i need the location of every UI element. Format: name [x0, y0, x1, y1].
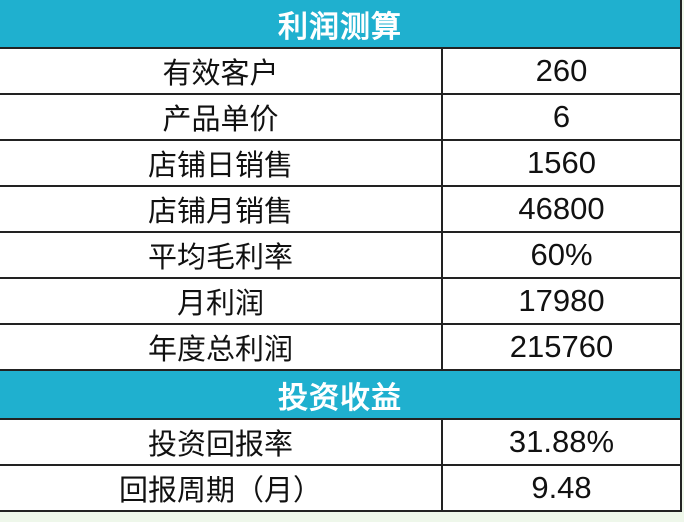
profit-table: 利润测算 有效客户 260 产品单价 6 店铺日销售 1560 店铺月销售 46800 … — [0, 0, 682, 512]
row-value: 46800 — [518, 191, 605, 226]
table-row: 回报周期（月） 9.48 — [0, 466, 680, 512]
row-value: 1560 — [527, 145, 596, 180]
row-label: 回报周期（月） — [0, 466, 443, 510]
row-value: 6 — [552, 99, 571, 134]
row-value: 31.88% — [508, 424, 615, 459]
table-row: 店铺日销售 1560 — [0, 141, 680, 187]
row-label: 店铺月销售 — [0, 187, 443, 231]
table-row: 投资回报率 31.88% — [0, 420, 680, 466]
row-value: 17980 — [518, 283, 605, 318]
section-header-investment: 投资收益 — [0, 371, 680, 420]
section-header-profit: 利润测算 — [0, 0, 680, 49]
row-label: 产品单价 — [0, 95, 443, 139]
row-value: 60% — [530, 237, 593, 272]
table-row: 店铺月销售 46800 — [0, 187, 680, 233]
table-row: 月利润 17980 — [0, 279, 680, 325]
row-label: 月利润 — [0, 279, 443, 323]
row-label: 有效客户 — [0, 49, 443, 93]
row-label: 投资回报率 — [0, 420, 443, 464]
table-row: 有效客户 260 — [0, 49, 680, 95]
row-value: 215760 — [509, 329, 614, 364]
row-value: 9.48 — [531, 470, 592, 505]
row-label: 平均毛利率 — [0, 233, 443, 277]
row-label: 年度总利润 — [0, 325, 443, 369]
table-row: 平均毛利率 60% — [0, 233, 680, 279]
table-row: 年度总利润 215760 — [0, 325, 680, 371]
row-label: 店铺日销售 — [0, 141, 443, 185]
row-value: 260 — [535, 53, 588, 88]
table-row: 产品单价 6 — [0, 95, 680, 141]
